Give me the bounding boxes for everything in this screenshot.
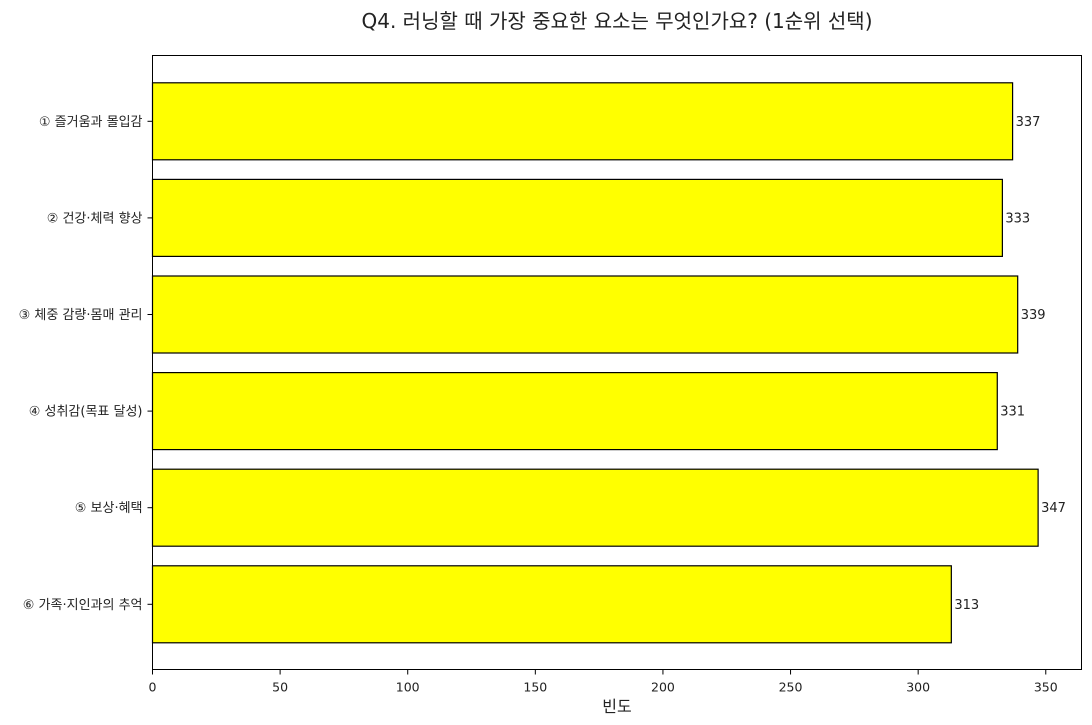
category-label-4: ④ 성취감(목표 달성) bbox=[29, 405, 143, 420]
bars-group bbox=[151, 82, 1039, 644]
x-tick-label-150: 150 bbox=[523, 680, 547, 695]
data-labels: 337 333 339 331 347 313 bbox=[954, 115, 1066, 613]
bar-6 bbox=[151, 565, 952, 644]
data-label-2: 333 bbox=[1005, 211, 1030, 226]
bar-2 bbox=[151, 178, 1003, 257]
data-label-6: 313 bbox=[954, 598, 979, 613]
x-tick-label-200: 200 bbox=[651, 680, 675, 695]
data-label-5: 347 bbox=[1041, 501, 1066, 516]
x-tick-label-50: 50 bbox=[272, 680, 288, 695]
category-label-6: ⑥ 가족·지인과의 추억 bbox=[23, 598, 143, 613]
x-tick-label-300: 300 bbox=[906, 680, 930, 695]
data-label-3: 339 bbox=[1021, 308, 1046, 323]
category-labels: ① 즐거움과 몰입감 ② 건강·체력 향상 ③ 체중 감량·몸매 관리 ④ 성취감(목… bbox=[19, 115, 153, 613]
plot-frame bbox=[152, 55, 1082, 670]
data-label-4: 331 bbox=[1000, 405, 1025, 420]
bar-1 bbox=[151, 82, 1014, 161]
category-label-1: ① 즐거움과 몰입감 bbox=[39, 115, 143, 130]
x-tick-label-350: 350 bbox=[1034, 680, 1058, 695]
category-label-2: ② 건강·체력 향상 bbox=[47, 211, 143, 226]
x-axis-ticks: 0 50 100 150 200 250 300 350 bbox=[149, 669, 1058, 695]
x-tick-label-250: 250 bbox=[779, 680, 803, 695]
x-axis-label: 빈도 bbox=[602, 697, 631, 716]
data-label-1: 337 bbox=[1016, 115, 1041, 130]
bar-4 bbox=[151, 372, 998, 451]
bar-3 bbox=[151, 275, 1019, 354]
category-label-5: ⑤ 보상·혜택 bbox=[75, 501, 143, 516]
chart-title: Q4. 러닝할 때 가장 중요한 요소는 무엇인가요? (1순위 선택) bbox=[361, 9, 872, 33]
x-tick-label-100: 100 bbox=[396, 680, 420, 695]
x-tick-label-0: 0 bbox=[149, 680, 157, 695]
category-label-3: ③ 체중 감량·몸매 관리 bbox=[19, 308, 143, 323]
bar-5 bbox=[151, 468, 1039, 547]
